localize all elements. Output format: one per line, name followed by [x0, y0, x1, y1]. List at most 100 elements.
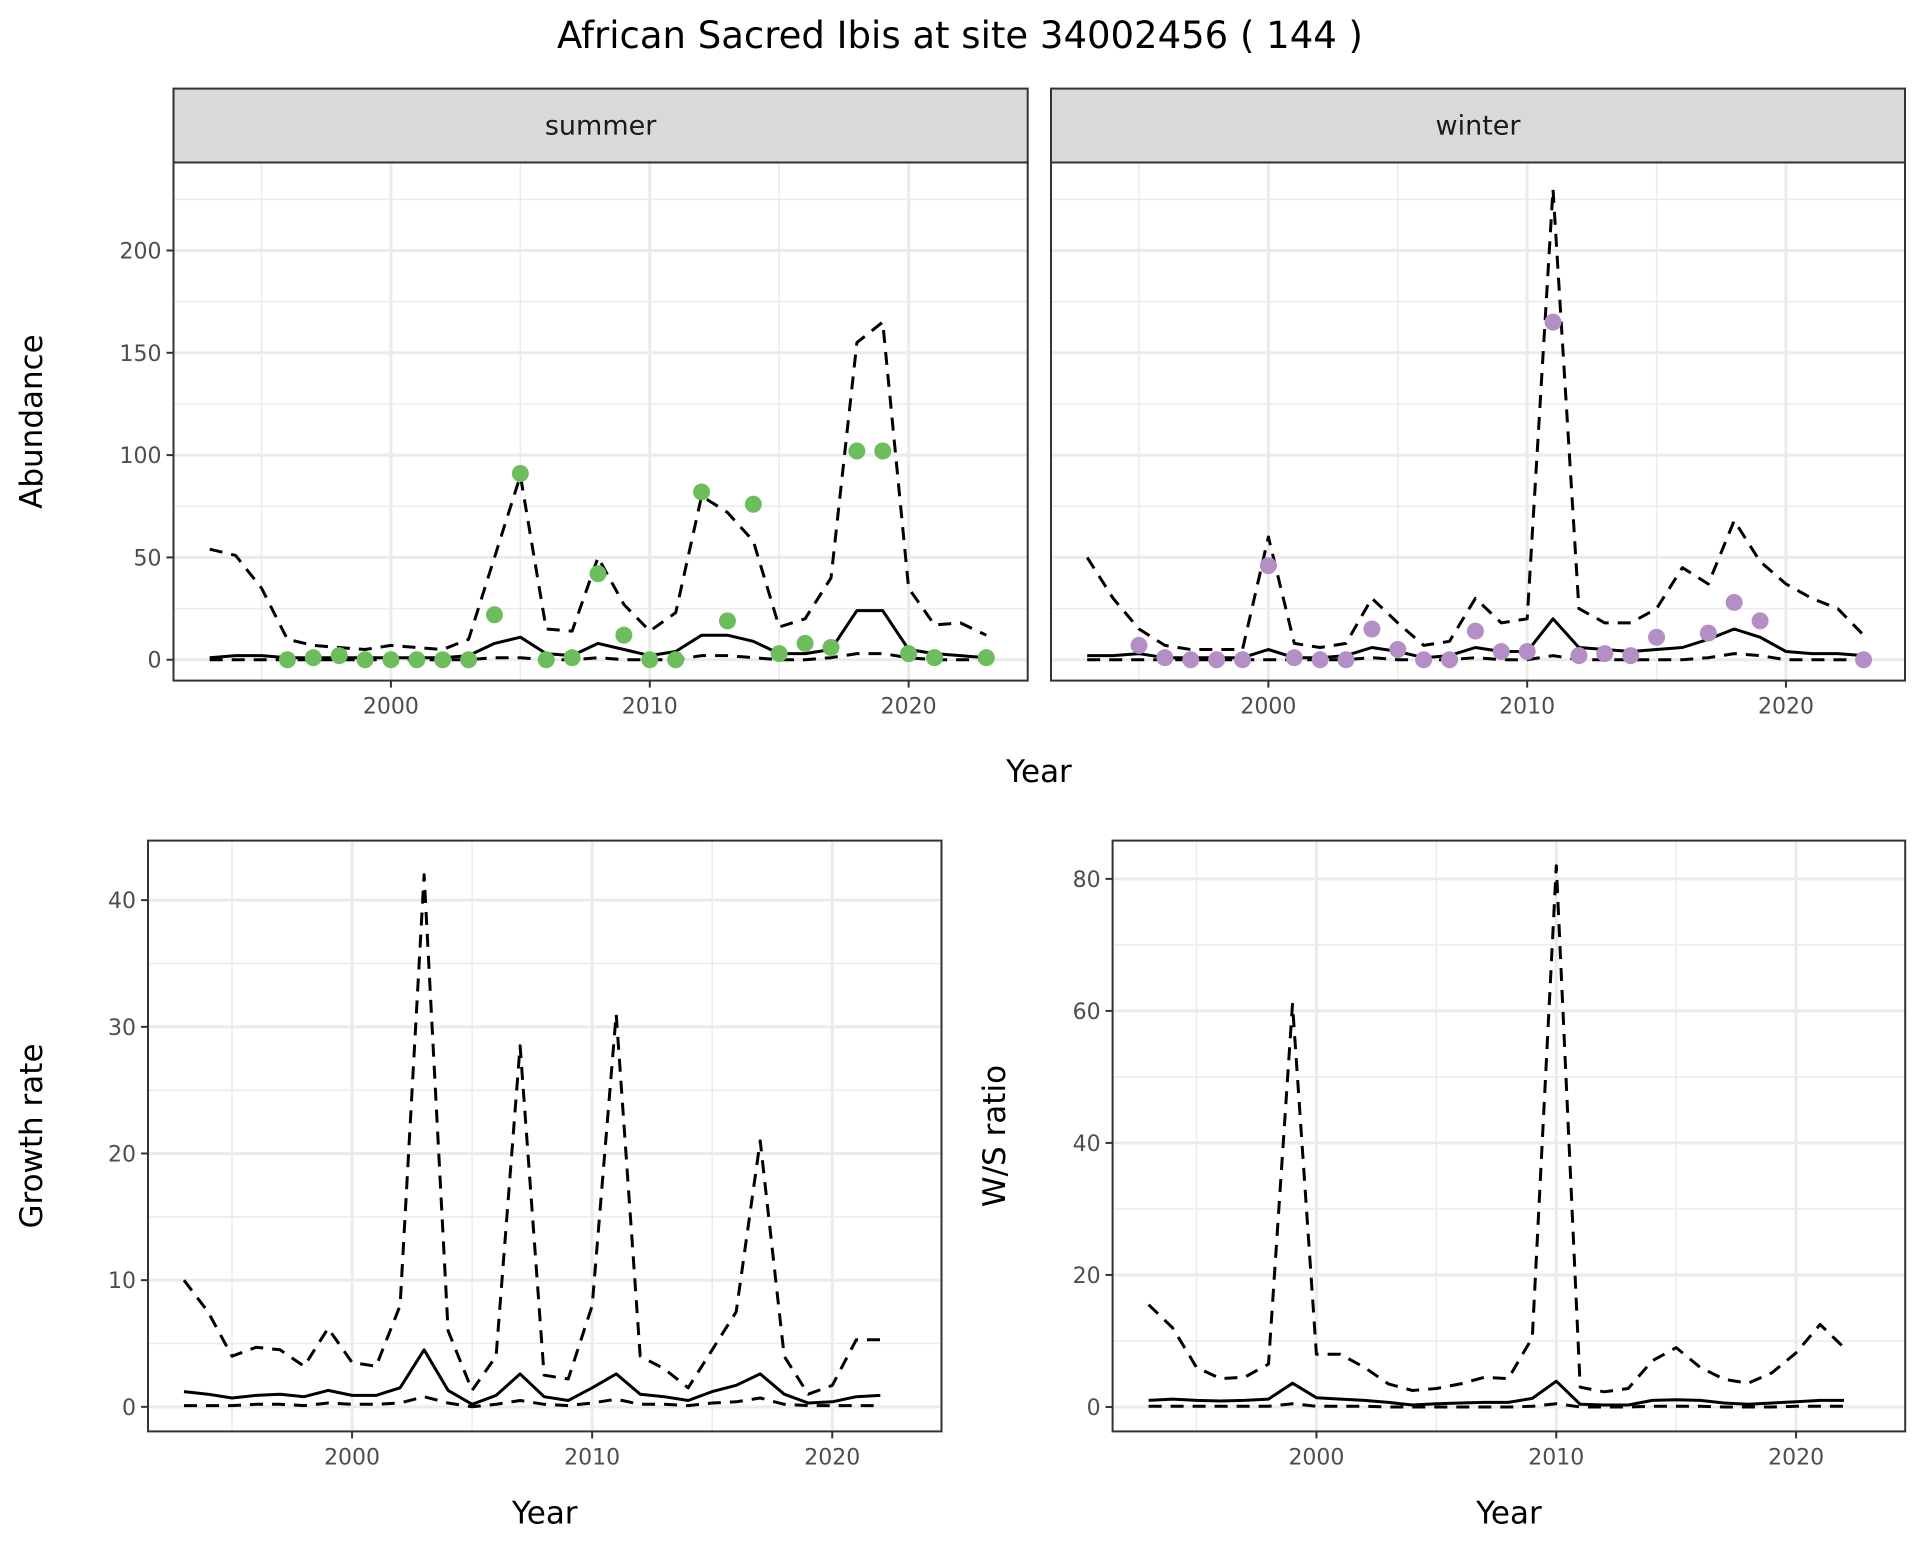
data-point [511, 465, 529, 483]
data-point [356, 651, 374, 669]
y-tick-label: 20 [1073, 1264, 1101, 1289]
data-point [1285, 649, 1303, 667]
facet-strip [1050, 87, 1906, 164]
data-point [563, 649, 581, 667]
data-point [718, 612, 736, 630]
y-tick-label: 50 [134, 546, 162, 571]
x-tick-label: 2010 [1528, 1445, 1584, 1470]
data-point [1208, 651, 1226, 669]
facet-label: winter [1436, 111, 1522, 142]
data-point [1182, 651, 1200, 669]
x-tick-label: 2010 [622, 695, 678, 720]
data-point [1389, 640, 1407, 658]
data-point [926, 649, 944, 667]
panel-border [147, 839, 943, 1433]
x-tick-label: 2000 [1240, 695, 1296, 720]
data-point [1415, 651, 1433, 669]
data-point [382, 651, 400, 669]
x-tick-label: 2020 [1758, 695, 1814, 720]
data-point [537, 651, 555, 669]
y-tick-label: 0 [1087, 1396, 1101, 1421]
y-tick-label: 10 [108, 1269, 136, 1294]
y-tick-label: 40 [108, 889, 136, 914]
series-lower-line [1087, 652, 1864, 662]
data-point [278, 651, 296, 669]
x-tick-label: 2020 [1768, 1445, 1824, 1470]
x-tick-label: 2020 [804, 1445, 860, 1470]
data-point [900, 645, 918, 663]
data-point [822, 638, 840, 656]
panel-growth-rate: 2000 2010 2020 0 10 20 30 40 Year Growth rate [14, 839, 943, 1531]
series-mean-line [183, 1348, 881, 1406]
data-point [1725, 593, 1743, 611]
panel-w-s-ratio: 2000 2010 2020 0 20 40 60 80 Year W/S ratio [977, 839, 1907, 1531]
x-tick-label: 2010 [564, 1445, 620, 1470]
data-point [460, 651, 478, 669]
data-point [1570, 647, 1588, 665]
data-point [848, 442, 866, 460]
x-axis-title: Year [1475, 1495, 1542, 1531]
y-tick-label: 0 [122, 1396, 136, 1421]
data-point [304, 649, 322, 667]
data-point [1699, 624, 1717, 642]
figure-title: African Sacred Ibis at site 34002456 ( 1… [557, 14, 1363, 57]
x-tick-label: 2000 [324, 1445, 380, 1470]
data-point [1441, 651, 1459, 669]
y-tick-label: 0 [148, 649, 162, 674]
facet-strip [172, 87, 1029, 164]
data-point [744, 495, 762, 513]
data-point [1234, 651, 1252, 669]
y-axis-title: Growth rate [14, 1043, 50, 1228]
y-tick-label: 60 [1073, 1000, 1101, 1025]
x-axis-title: Year [511, 1495, 578, 1531]
data-point [615, 626, 633, 644]
data-point [1337, 651, 1355, 669]
x-tick-label: 2000 [1288, 1445, 1344, 1470]
data-point [1466, 622, 1484, 640]
data-point [1596, 645, 1614, 663]
y-tick-label: 80 [1073, 868, 1101, 893]
data-point [1156, 649, 1174, 667]
data-point [1311, 651, 1329, 669]
series-upper-line [1147, 864, 1846, 1394]
series-lower-line [1148, 1402, 1844, 1409]
y-tick-label: 150 [120, 342, 162, 367]
series-lower-line [184, 1395, 881, 1409]
data-point [1259, 557, 1277, 575]
data-point [667, 651, 685, 669]
data-point [1363, 620, 1381, 638]
data-point [1518, 643, 1536, 661]
data-point [485, 606, 503, 624]
series-lower-line [209, 652, 987, 662]
data-point [1751, 612, 1769, 630]
top-x-axis-title: Year [1005, 754, 1072, 790]
data-point [770, 645, 788, 663]
y-axis-title: Abundance [14, 334, 50, 509]
data-point [434, 651, 452, 669]
series-upper-line [182, 873, 881, 1396]
panel-winter: winter 2000 2010 2020 [1050, 87, 1906, 720]
data-point [1648, 628, 1666, 646]
data-point [693, 483, 711, 501]
data-point [1622, 647, 1640, 665]
data-point [641, 651, 659, 669]
panel-border [1111, 839, 1907, 1433]
data-point [1492, 643, 1510, 661]
data-point [1130, 636, 1148, 654]
y-tick-label: 20 [108, 1142, 136, 1167]
y-tick-label: 100 [120, 444, 162, 469]
data-point [874, 442, 892, 460]
data-point [330, 647, 348, 665]
y-tick-label: 40 [1073, 1132, 1101, 1157]
data-point [589, 565, 607, 583]
x-tick-label: 2010 [1499, 695, 1555, 720]
plot-background [148, 840, 942, 1432]
y-tick-label: 30 [108, 1016, 136, 1041]
series-mean-line [1148, 1379, 1844, 1407]
data-point [796, 634, 814, 652]
panel-summer: summer 2000 2010 2020 0 50 100 150 200 Abundance [14, 87, 1029, 720]
data-point [1544, 313, 1562, 331]
x-tick-label: 2020 [881, 695, 937, 720]
plot-background [1051, 162, 1905, 681]
